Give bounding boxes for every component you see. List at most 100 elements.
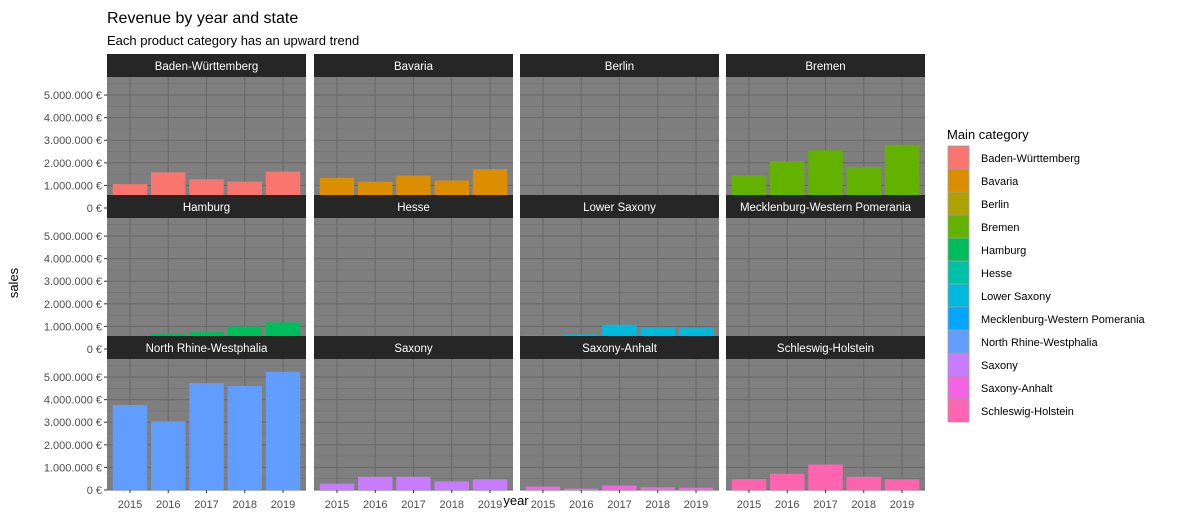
legend-item-saxony-anhalt: Saxony-Anhalt (947, 375, 1053, 400)
legend-item-mecklenburg-western-pomerania: Mecklenburg-Western Pomerania (947, 306, 1146, 331)
legend-label: Berlin (981, 199, 1009, 211)
facet-strip-label: Bremen (805, 61, 845, 73)
legend-label: Bavaria (981, 176, 1019, 188)
facet-strip (314, 54, 513, 77)
legend-key (947, 283, 970, 308)
x-tick-label: 2019 (684, 499, 708, 511)
x-tick-label: 2018 (852, 499, 876, 511)
x-tick-label: 2015 (737, 499, 761, 511)
facet-strip-label: Baden-Württemberg (155, 61, 259, 73)
facet-panel-mecklenburg-western-pomerania: Mecklenburg-Western Pomerania (726, 195, 925, 350)
legend-label: Mecklenburg-Western Pomerania (981, 314, 1146, 326)
x-tick-label: 2016 (569, 499, 593, 511)
x-tick-label: 2017 (401, 499, 425, 511)
y-tick-label: 5.000.000 € (44, 90, 102, 102)
legend-key (947, 398, 970, 423)
facet-strip (107, 336, 306, 359)
y-tick-label: 2.000.000 € (44, 158, 102, 170)
x-tick-label: 2016 (156, 499, 180, 511)
legend-key (947, 237, 970, 262)
y-tick-label: 5.000.000 € (44, 372, 102, 384)
bar-saxony-2017 (396, 476, 431, 490)
bar-schleswig-holstein-2017 (808, 464, 843, 490)
facet-strip-label: Mecklenburg-Western Pomerania (740, 202, 912, 214)
legend-item-schleswig-holstein: Schleswig-Holstein (947, 398, 1074, 423)
legend-title: Main category (947, 127, 1029, 142)
bar-north-rhine-westphalia-2017 (189, 383, 224, 490)
bar-north-rhine-westphalia-2018 (227, 385, 262, 490)
facet-strip-label: Hamburg (183, 202, 230, 214)
facet-panel-bremen: Bremen (726, 54, 925, 209)
legend-key (947, 214, 970, 239)
x-tick-label: 2019 (478, 499, 502, 511)
y-tick-label: 0 € (87, 485, 102, 497)
facet-strip-label: Lower Saxony (583, 202, 656, 214)
bar-schleswig-holstein-2018 (846, 476, 881, 490)
facet-strip-label: North Rhine-Westphalia (146, 343, 268, 355)
legend-label: Saxony (981, 360, 1018, 372)
bar-schleswig-holstein-2016 (770, 473, 805, 490)
x-tick-label: 2016 (363, 499, 387, 511)
facet-panels: Baden-Württemberg 0 € 1.000.000 € 2.000.000… (44, 54, 925, 511)
legend-label: Baden-Württemberg (981, 153, 1080, 165)
y-tick-label: 3.000.000 € (44, 417, 102, 429)
x-tick-label: 2018 (646, 499, 670, 511)
bar-saxony-anhalt-2015 (525, 486, 561, 490)
facet-strip (520, 54, 719, 77)
legend-key (947, 352, 970, 377)
chart-title: Revenue by year and state (107, 10, 298, 27)
legend-key (947, 375, 970, 400)
legend-label: Hesse (981, 268, 1012, 280)
legend-item-lower-saxony: Lower Saxony (947, 283, 1051, 308)
facet-panel-hesse: Hesse (314, 195, 513, 350)
facet-strip (726, 195, 925, 218)
facet-strip-label: Berlin (605, 61, 634, 73)
bar-saxony-2019 (472, 479, 508, 490)
facet-panel-lower-saxony: Lower Saxony (520, 195, 719, 350)
facet-strip-label: Schleswig-Holstein (777, 343, 874, 355)
bar-schleswig-holstein-2015 (731, 479, 767, 490)
legend-item-north-rhine-westphalia: North Rhine-Westphalia (947, 329, 1098, 354)
legend-key (947, 306, 970, 331)
y-axis-label: sales (6, 267, 21, 298)
x-tick-label: 2019 (271, 499, 295, 511)
bar-saxony-2018 (434, 481, 469, 490)
legend-label: North Rhine-Westphalia (981, 337, 1098, 349)
bar-saxony-anhalt-2019 (678, 487, 714, 490)
facet-strip (726, 54, 925, 77)
legend-label: Schleswig-Holstein (981, 406, 1074, 418)
facet-panel-hamburg: Hamburg 0 € 1.000.000 € 2.000.000 € 3.000.00… (44, 195, 306, 356)
legend-item-hesse: Hesse (947, 260, 1012, 285)
facet-panel-saxony-anhalt: Saxony-Anhalt 2015 2016 2017 2018 2019 (520, 336, 719, 511)
x-tick-label: 2019 (890, 499, 914, 511)
legend-key (947, 191, 970, 216)
facet-strip-label: Bavaria (394, 61, 434, 73)
bar-north-rhine-westphalia-2015 (112, 405, 148, 490)
x-tick-label: 2015 (531, 499, 555, 511)
facet-panel-saxony: Saxony 2015 2016 2017 2018 2019 (314, 336, 513, 511)
legend-label: Lower Saxony (981, 291, 1051, 303)
y-tick-label: 4.000.000 € (44, 395, 102, 407)
bar-saxony-anhalt-2017 (602, 485, 637, 490)
y-tick-label: 3.000.000 € (44, 276, 102, 288)
legend-key (947, 260, 970, 285)
facet-panel-berlin: Berlin (520, 54, 719, 209)
x-tick-label: 2016 (775, 499, 799, 511)
x-tick-label: 2017 (607, 499, 631, 511)
bar-saxony-2016 (358, 476, 393, 490)
y-tick-label: 0 € (87, 203, 102, 215)
legend-item-saxony: Saxony (947, 352, 1018, 377)
bar-saxony-anhalt-2016 (564, 488, 599, 490)
y-tick-label: 1.000.000 € (44, 180, 102, 192)
legend-key (947, 168, 970, 193)
facet-strip (520, 195, 719, 218)
y-tick-label: 4.000.000 € (44, 113, 102, 125)
facet-strip-label: Saxony (394, 343, 433, 355)
x-tick-label: 2018 (233, 499, 257, 511)
y-tick-label: 4.000.000 € (44, 254, 102, 266)
x-tick-label: 2015 (325, 499, 349, 511)
chart-subtitle: Each product category has an upward tren… (107, 33, 359, 48)
bar-north-rhine-westphalia-2016 (151, 421, 186, 490)
legend-item-bavaria: Bavaria (947, 168, 1019, 193)
